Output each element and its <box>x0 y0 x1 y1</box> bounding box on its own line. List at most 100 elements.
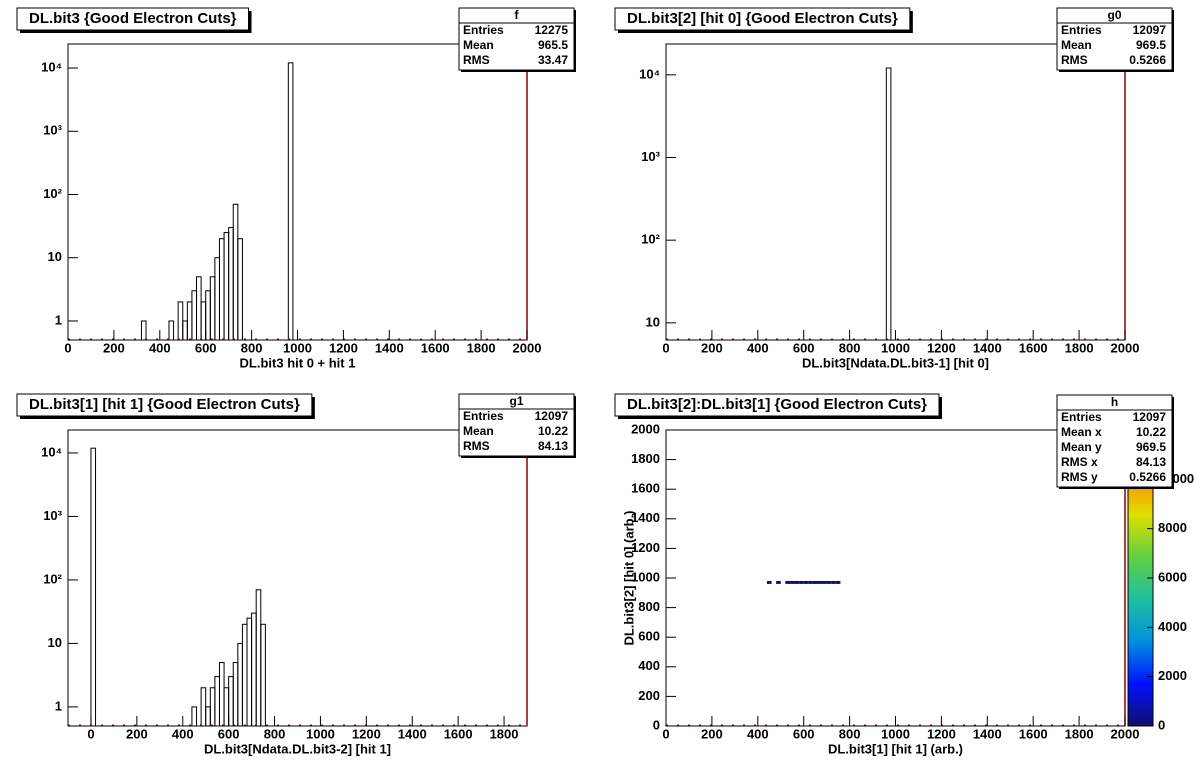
heatmap-cell <box>789 580 795 584</box>
stats-box <box>1056 7 1173 71</box>
stats-label: Mean <box>1061 38 1092 52</box>
x-tick-label: 1600 <box>421 340 450 355</box>
stats-value: 965.5 <box>538 38 568 52</box>
stats-value: 0.5266 <box>1129 53 1166 67</box>
y-tick-label: 400 <box>638 658 660 673</box>
stats-value: 10.22 <box>538 424 568 438</box>
stats-name: h <box>1111 395 1118 409</box>
stats-value: 12097 <box>1133 23 1167 37</box>
chart-title: DL.bit3[1] [hit 1] {Good Electron Cuts} <box>29 396 300 413</box>
heatmap-cell <box>776 580 781 584</box>
y-tick-label: 10⁴ <box>41 444 62 459</box>
x-axis-label: DL.bit3 hit 0 + hit 1 <box>240 355 356 370</box>
stats-value: 84.13 <box>1136 455 1166 469</box>
x-tick-label: 1200 <box>927 726 956 741</box>
stats-label: Mean <box>463 424 494 438</box>
x-tick-label: 0 <box>87 726 94 741</box>
title-box <box>614 7 911 31</box>
stats-value: 12097 <box>535 409 569 423</box>
y-tick-label: 1800 <box>631 451 660 466</box>
y-tick-label: 10³ <box>641 149 660 164</box>
y-tick-label: 10 <box>48 249 62 264</box>
x-tick-label: 400 <box>747 726 769 741</box>
x-axis-label: DL.bit3[1] [hit 1] (arb.) <box>828 741 963 756</box>
heatmap-cell <box>812 580 818 584</box>
stats-label: RMS y <box>1061 470 1098 484</box>
x-tick-label: 1600 <box>444 726 473 741</box>
y-tick-label: 10 <box>48 635 62 650</box>
x-tick-label: 1400 <box>398 726 427 741</box>
stats-label: RMS <box>1061 53 1088 67</box>
y-tick-label: 1400 <box>631 510 660 525</box>
y-tick-label: 800 <box>638 599 660 614</box>
stats-name: g0 <box>1107 8 1121 22</box>
stats-value: 0.5266 <box>1129 470 1166 484</box>
stats-label: Mean x <box>1061 425 1102 439</box>
y-tick-label: 200 <box>638 688 660 703</box>
z-tick-label: 0 <box>1158 717 1165 732</box>
heatmap-cell <box>803 580 809 584</box>
y-tick-label: 1600 <box>631 481 660 496</box>
stats-name: g1 <box>509 394 523 408</box>
x-tick-label: 1600 <box>1019 726 1048 741</box>
x-tick-label: 1800 <box>1065 726 1094 741</box>
y-tick-label: 10³ <box>43 123 62 138</box>
stats-box <box>458 393 575 457</box>
x-tick-label: 600 <box>218 726 240 741</box>
x-tick-label: 1000 <box>306 726 335 741</box>
y-tick-label: 2000 <box>631 421 660 436</box>
heatmap-cell <box>826 580 832 584</box>
stats-label: RMS x <box>1061 455 1098 469</box>
plot-frame <box>665 43 1126 341</box>
x-tick-label: 800 <box>839 726 861 741</box>
heatmap-cell <box>799 580 804 584</box>
heatmap-cell <box>835 580 841 584</box>
x-tick-label: 2000 <box>1111 726 1140 741</box>
x-tick-label: 800 <box>241 340 263 355</box>
y-tick-label: 10 <box>646 314 660 329</box>
y-tick-label: 1000 <box>631 569 660 584</box>
x-tick-label: 800 <box>839 340 861 355</box>
x-tick-label: 400 <box>149 340 171 355</box>
x-tick-label: 200 <box>103 340 125 355</box>
x-tick-label: 2000 <box>1111 340 1140 355</box>
title-box <box>16 7 250 31</box>
x-tick-label: 1000 <box>881 340 910 355</box>
plot-frame <box>67 429 528 727</box>
x-tick-label: 1600 <box>1019 340 1048 355</box>
x-tick-label: 400 <box>747 340 769 355</box>
x-tick-label: 600 <box>793 340 815 355</box>
heatmap-cell <box>817 580 823 584</box>
plot-frame <box>67 43 528 341</box>
y-tick-label: 10² <box>43 186 62 201</box>
x-tick-label: 1800 <box>490 726 519 741</box>
z-tick-label: 4000 <box>1158 619 1187 634</box>
x-tick-label: 600 <box>195 340 217 355</box>
chart-title: DL.bit3 {Good Electron Cuts} <box>29 10 237 27</box>
stats-label: Entries <box>463 23 504 37</box>
y-tick-label: 0 <box>653 717 660 732</box>
heatmap-cell <box>831 580 836 584</box>
x-tick-label: 1400 <box>973 340 1002 355</box>
x-tick-label: 1200 <box>927 340 956 355</box>
heatmap-cell <box>822 580 827 584</box>
stats-value: 12275 <box>535 23 569 37</box>
y-tick-label: 1200 <box>631 540 660 555</box>
stats-label: Mean <box>463 38 494 52</box>
x-tick-label: 1800 <box>467 340 496 355</box>
x-axis-label: DL.bit3[Ndata.DL.bit3-1] [hit 0] <box>802 355 989 370</box>
y-tick-label: 1 <box>55 698 62 713</box>
x-tick-label: 2000 <box>513 340 542 355</box>
stats-value: 12097 <box>1133 410 1167 424</box>
x-tick-label: 600 <box>793 726 815 741</box>
x-axis-label: DL.bit3[Ndata.DL.bit3-2] [hit 1] <box>204 741 391 756</box>
y-tick-label: 10² <box>43 571 62 586</box>
x-tick-label: 1200 <box>352 726 381 741</box>
stats-label: RMS <box>463 53 490 67</box>
stats-label: RMS <box>463 439 490 453</box>
stats-value: 33.47 <box>538 53 568 67</box>
stats-name: f <box>515 8 520 22</box>
stats-label: Entries <box>1061 23 1102 37</box>
y-tick-label: 10³ <box>43 508 62 523</box>
stats-value: 84.13 <box>538 439 568 453</box>
